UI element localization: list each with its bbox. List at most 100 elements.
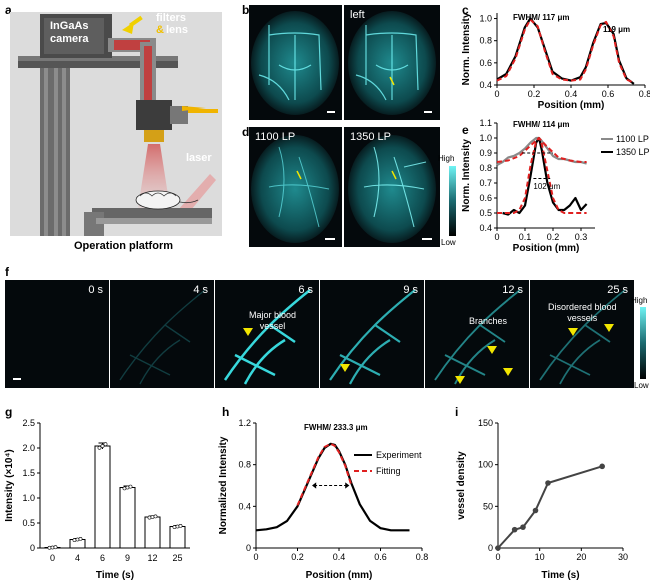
x-tick-label: 0 bbox=[495, 552, 500, 562]
chart-e: 0 0.1 0.2 0.3 0.4 0.5 0.6 0.7 0.8 0.9 1.0 1.1 Positi… bbox=[461, 118, 650, 254]
data-point bbox=[172, 525, 177, 530]
x-tick-label: 0.2 bbox=[528, 89, 541, 99]
x-axis-label: Time (s) bbox=[96, 570, 134, 581]
colorbar-f-high: High bbox=[631, 296, 648, 305]
colorbar-d bbox=[449, 166, 456, 236]
laser-label: laser bbox=[186, 152, 212, 164]
vessel-image-1100lp: 1100 LP bbox=[249, 127, 342, 247]
i-point bbox=[545, 480, 551, 486]
y-axis-label: Normalized Intensity bbox=[218, 436, 229, 534]
panel-label-d: d bbox=[242, 125, 250, 139]
time-frame: 9 s bbox=[320, 280, 424, 388]
x-tick-label: 0 bbox=[253, 552, 258, 562]
left-label: left bbox=[350, 9, 365, 21]
h-legend-label: Experiment bbox=[376, 450, 422, 460]
panel-label-b: b bbox=[242, 3, 250, 17]
e-series-1350 LP bbox=[502, 136, 588, 216]
y-tick-label: 0.8 bbox=[479, 163, 492, 173]
x-tick-label: 0.4 bbox=[565, 89, 578, 99]
time-frame: 6 s Major blood vessel bbox=[215, 280, 319, 388]
x-tick-label: 0.4 bbox=[333, 552, 346, 562]
filters-label: filters bbox=[156, 12, 186, 24]
e-series-red-dashed bbox=[496, 137, 587, 163]
y-axis-label: vessel density bbox=[456, 451, 467, 520]
panel-label-a: a bbox=[5, 3, 12, 17]
1350lp-label: 1350 LP bbox=[350, 131, 391, 143]
colorbar-d-low: Low bbox=[441, 238, 456, 247]
y-tick-label: 0 bbox=[30, 543, 35, 553]
x-tick-label: 0.3 bbox=[575, 232, 588, 242]
x-tick-label: 0.6 bbox=[602, 89, 615, 99]
scale-bar bbox=[422, 238, 432, 240]
time-label: 4 s bbox=[193, 284, 208, 296]
bar bbox=[144, 516, 161, 549]
c-series-red-dashed bbox=[496, 18, 635, 84]
bar bbox=[94, 445, 111, 549]
time-frame: 25 s Disordered blood vessels bbox=[530, 280, 634, 388]
data-point bbox=[178, 524, 183, 528]
x-tick-label: 12 bbox=[147, 553, 157, 563]
time-label: 12 s bbox=[502, 284, 523, 296]
panel-label-g: g bbox=[5, 405, 13, 419]
x-tick-label: 0.8 bbox=[416, 552, 429, 562]
panel-label-h: h bbox=[222, 405, 230, 419]
y-tick-label: 100 bbox=[478, 460, 493, 470]
x-tick-label: 0.6 bbox=[374, 552, 387, 562]
e-legend-label: 1100 LP bbox=[616, 134, 649, 144]
x-tick-label: 0 bbox=[494, 232, 499, 242]
scale-bar bbox=[325, 238, 335, 240]
camera-label: InGaAs camera bbox=[50, 20, 89, 45]
y-tick-label: 0.5 bbox=[22, 518, 35, 528]
x-tick-label: 9 bbox=[125, 553, 130, 563]
time-label: 0 s bbox=[88, 284, 103, 296]
scale-bar bbox=[13, 378, 21, 380]
time-label: 6 s bbox=[298, 284, 313, 296]
data-point bbox=[100, 444, 105, 448]
operation-platform-caption: Operation platform bbox=[74, 240, 174, 252]
i-point bbox=[495, 545, 501, 551]
h-title: FWHM/ 233.3 μm bbox=[304, 423, 368, 432]
y-tick-label: 2.5 bbox=[22, 418, 35, 428]
bar bbox=[169, 526, 186, 549]
annotation-major-vessel: Major blood vessel bbox=[249, 310, 297, 331]
y-tick-label: 0.4 bbox=[238, 501, 251, 511]
i-point bbox=[511, 526, 518, 533]
arrow-marker-icon bbox=[243, 328, 253, 336]
y-tick-label: 0.8 bbox=[238, 460, 251, 470]
h-arrow-head-right bbox=[345, 482, 350, 489]
data-point bbox=[50, 545, 55, 550]
y-tick-label: 0.4 bbox=[479, 223, 492, 233]
x-tick-label: 0.8 bbox=[639, 89, 650, 99]
chart-c: 0 0.2 0.4 0.6 0.8 0.4 0.6 0.8 1.0 Position (mm) No… bbox=[461, 12, 650, 111]
data-point bbox=[75, 537, 80, 542]
y-tick-label: 150 bbox=[478, 418, 493, 428]
colorbar-d-high: High bbox=[438, 154, 455, 163]
i-point bbox=[599, 463, 605, 470]
panel-label-c: c bbox=[462, 3, 469, 17]
bar bbox=[119, 487, 136, 549]
data-point bbox=[103, 442, 108, 447]
data-point bbox=[128, 484, 133, 489]
data-point bbox=[72, 538, 77, 543]
c-title: FWHM/ 117 μm bbox=[513, 13, 569, 22]
x-tick-label: 4 bbox=[75, 553, 80, 563]
x-tick-label: 0.2 bbox=[291, 552, 304, 562]
data-point bbox=[97, 445, 102, 450]
x-tick-label: 0 bbox=[494, 89, 499, 99]
y-axis-label: Norm. Intensity bbox=[461, 139, 472, 212]
y-tick-label: 1.0 bbox=[479, 14, 492, 24]
y-tick-label: 0 bbox=[246, 543, 251, 553]
annotation-branches: Branches bbox=[469, 316, 508, 326]
h-legend-label: Fitting bbox=[376, 466, 401, 476]
x-axis-label: Position (mm) bbox=[513, 243, 580, 254]
y-tick-label: 1.2 bbox=[238, 418, 251, 428]
y-axis-label: Norm. Intensity bbox=[461, 12, 472, 85]
h-arrow-head-left bbox=[312, 482, 317, 489]
data-point bbox=[153, 514, 158, 519]
colorbar-f-low: Low bbox=[634, 381, 649, 390]
e-legend-label: 1350 LP bbox=[616, 147, 650, 157]
x-tick-label: 30 bbox=[618, 552, 628, 562]
x-tick-label: 6 bbox=[100, 553, 105, 563]
chart-i: 0 10 20 30 0 50 100 150 Time (s) vessel density bbox=[456, 418, 628, 581]
y-tick-label: 0.4 bbox=[479, 80, 492, 90]
